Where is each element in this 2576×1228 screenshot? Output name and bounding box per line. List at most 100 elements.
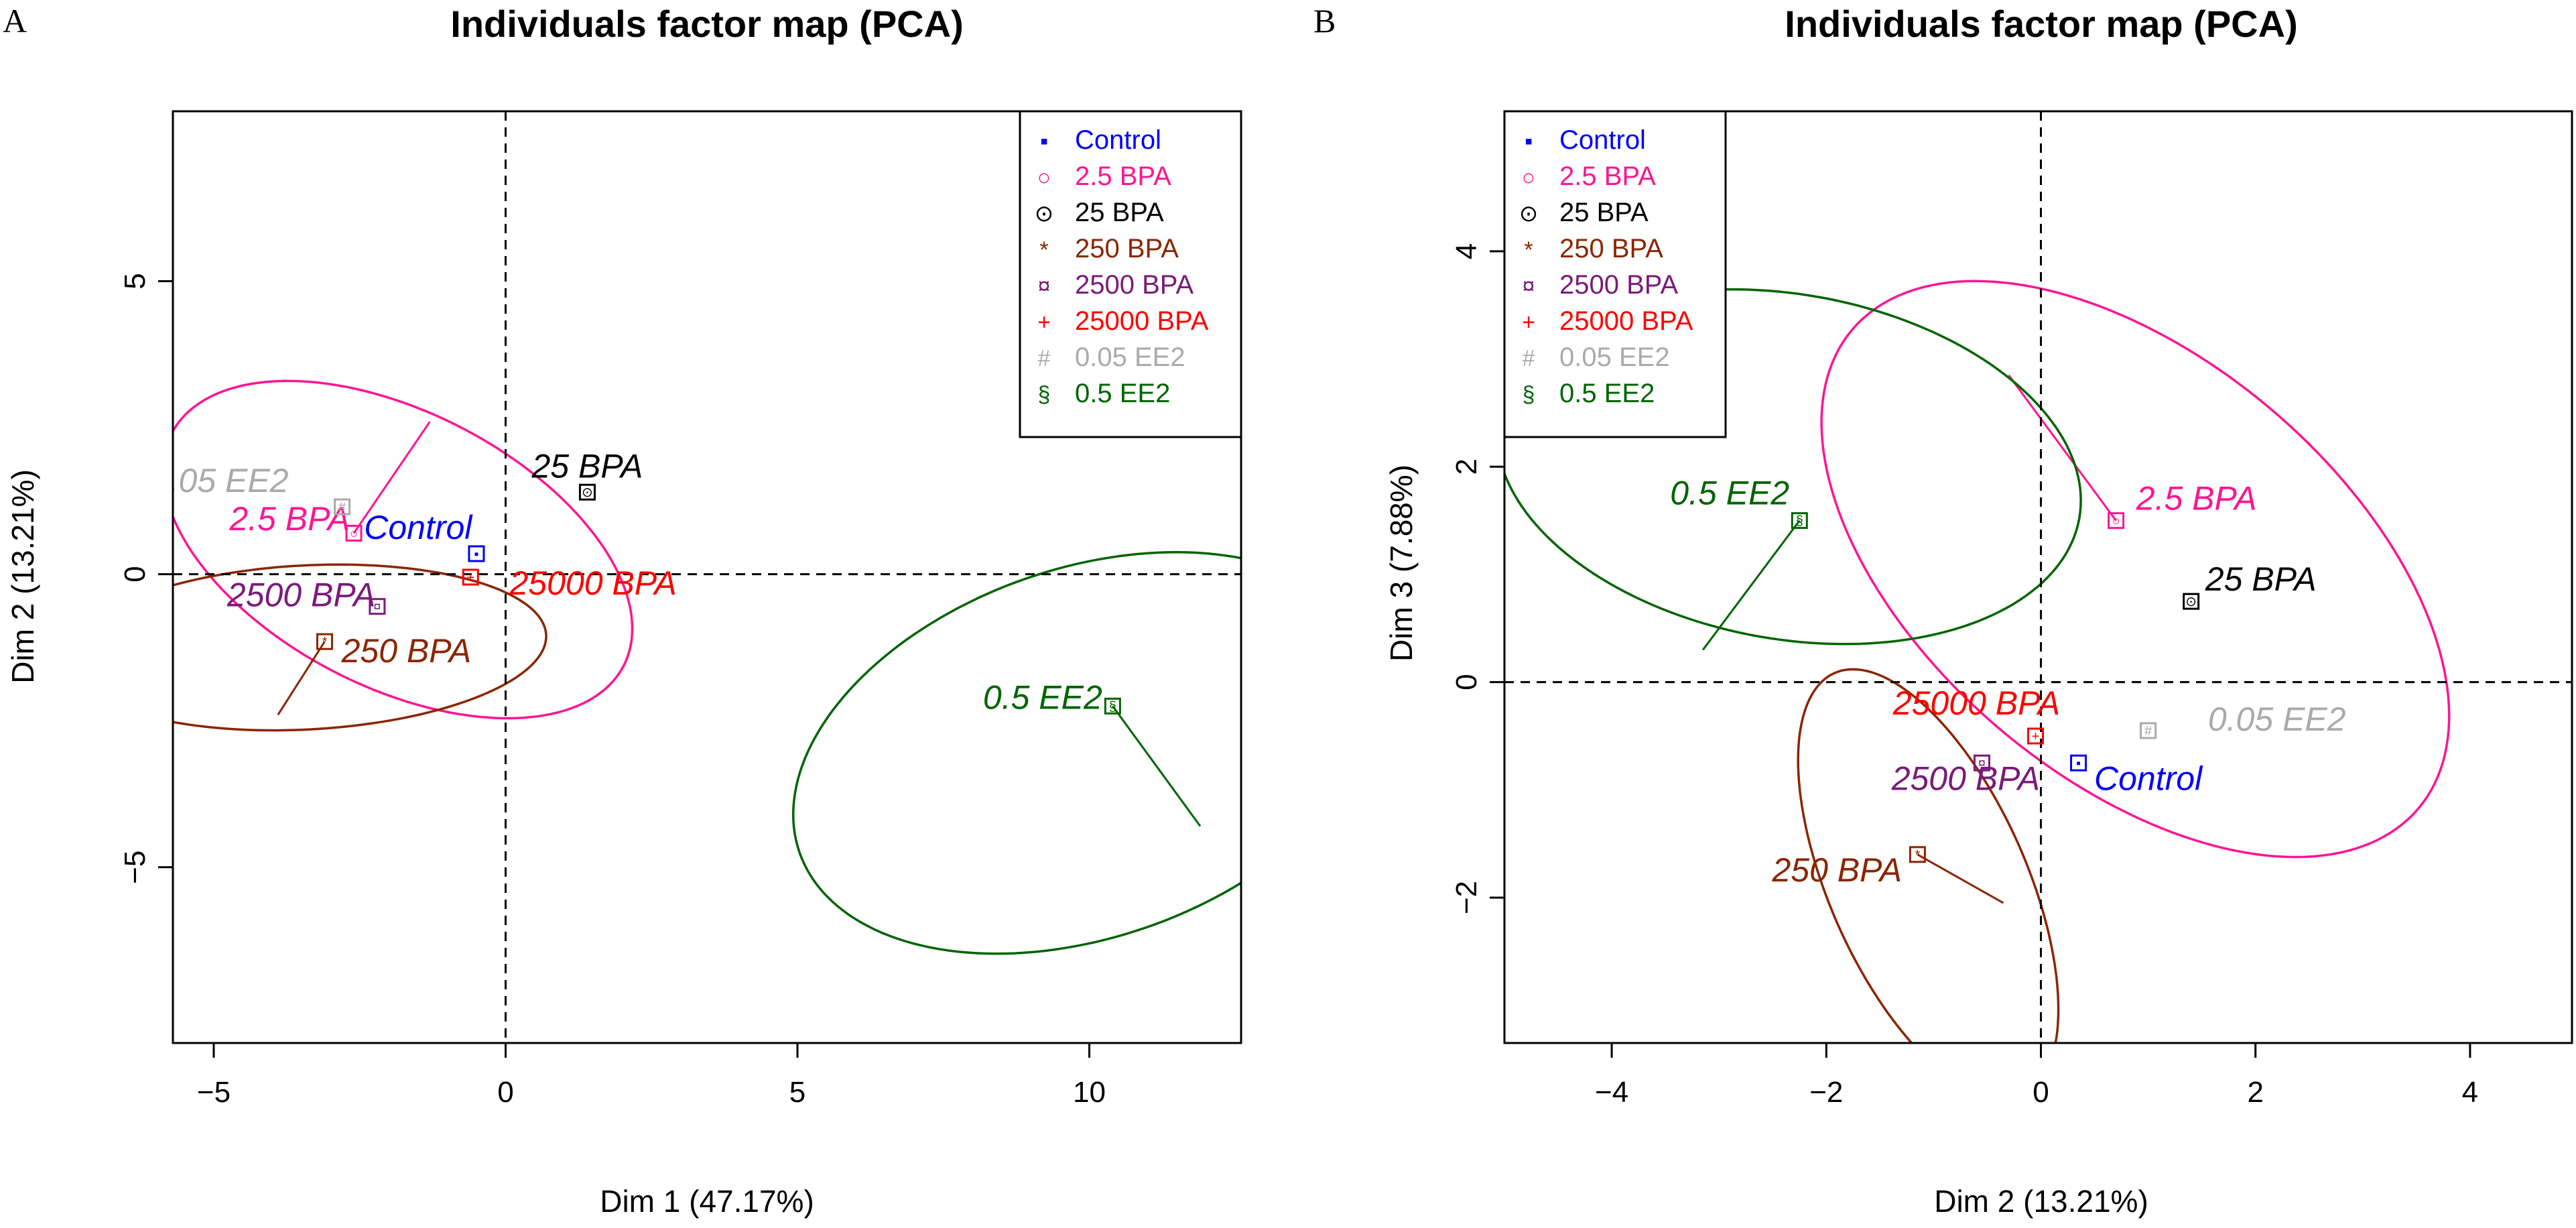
centroid-symbol: ⊙ <box>582 485 593 500</box>
legend-symbol: + <box>1037 310 1051 335</box>
centroid-symbol: # <box>338 500 346 515</box>
plot-area: ▪Control○2.5 BPA⊙25 BPA*250 BPA¤2500 BPA… <box>1504 111 2572 1043</box>
legend-symbol: ▪ <box>1040 129 1048 154</box>
centroid-symbol: + <box>466 570 474 585</box>
legend-symbol: ¤ <box>1523 273 1535 299</box>
group-label: 25000 BPA <box>509 564 677 602</box>
legend-symbol: ▪ <box>1525 129 1533 154</box>
panel-a-xlabel: Dim 1 (47.17%) <box>600 1184 814 1219</box>
legend-entry: 250 BPA <box>1075 234 1179 263</box>
confidence-ellipse <box>1504 288 2082 646</box>
group-label: 0.5 EE2 <box>983 679 1102 717</box>
x-tick-label: 4 <box>2462 1076 2478 1109</box>
y-tick-label: 4 <box>1450 243 1483 259</box>
confidence-ellipse <box>791 551 1241 955</box>
plot-frame <box>1503 110 2573 1044</box>
ellipse-axis-line <box>1112 705 1202 827</box>
panel-letter-a: A <box>3 2 27 40</box>
panel-b-title: Individuals factor map (PCA) <box>1785 3 2297 45</box>
group-label: 25 BPA <box>2205 560 2317 598</box>
centroid-symbol: ○ <box>2112 514 2120 529</box>
centroid-symbol: ○ <box>350 526 358 541</box>
group-label: 2.5 BPA <box>2136 480 2257 517</box>
legend-entry: Control <box>1075 125 1161 155</box>
x-tick-label: −2 <box>1809 1076 1843 1109</box>
group-label: 0.5 EE2 <box>1670 475 1789 512</box>
centroid-point <box>369 598 386 615</box>
group-label: Control <box>364 509 473 546</box>
centroid-point <box>2108 512 2125 530</box>
plot-frame <box>172 110 1242 1044</box>
ellipse-axis-line <box>2008 374 2117 521</box>
ellipse-axis-line <box>352 421 431 534</box>
centroid-symbol: * <box>322 635 328 650</box>
group-label: 0.05 EE2 <box>2208 700 2346 738</box>
legend-symbol: ○ <box>1522 165 1536 190</box>
centroid-symbol: # <box>2144 724 2152 739</box>
ellipse-axis-line <box>1917 853 2004 904</box>
legend-symbol: ○ <box>1037 165 1051 190</box>
panel-b-plot: ▪ Control○2.5 BPA⊙25 BPA*250 BPA¤2500 BPA… <box>1450 110 2573 1109</box>
centroid-point <box>345 524 363 542</box>
centroid-point <box>578 483 596 501</box>
group-label: 2500 BPA <box>1891 759 2040 797</box>
confidence-ellipse <box>173 563 548 732</box>
x-tick-label: 0 <box>2033 1076 2049 1109</box>
legend-entry: 0.05 EE2 <box>1075 343 1185 372</box>
ellipse-axis-line <box>1701 519 1801 651</box>
centroid-point <box>2183 593 2200 610</box>
legend-entry: 25 BPA <box>1075 198 1164 227</box>
legend-symbol: § <box>1523 382 1535 408</box>
panel-b: B Individuals factor map (PCA) ▪ Control ○… <box>1313 2 2573 1219</box>
x-tick-label: 10 <box>1073 1076 1106 1109</box>
group-label: 25000 BPA <box>1892 684 2060 722</box>
legend-symbol: ¤ <box>1038 273 1051 299</box>
x-tick-label: −5 <box>197 1076 231 1109</box>
confidence-ellipse <box>1797 668 2060 1043</box>
y-tick-label: 0 <box>119 566 151 582</box>
centroid-point <box>2140 722 2157 739</box>
group-label: 250 BPA <box>1771 851 1902 889</box>
centroid-point <box>1791 512 1808 530</box>
group-label: 0.05 EE2 <box>151 462 289 499</box>
legend-entry: 25 BPA <box>1559 198 1649 227</box>
legend-symbol: + <box>1522 310 1535 335</box>
centroid-symbol: § <box>1796 514 1803 529</box>
group-label: 2500 BPA <box>227 576 375 614</box>
centroid-symbol: ¤ <box>1978 756 1986 771</box>
centroid-point <box>468 545 485 562</box>
panel-letter-b: B <box>1313 2 1336 40</box>
centroid-point <box>316 633 333 650</box>
legend-entry: 250 BPA <box>1559 234 1663 263</box>
y-tick-label: −5 <box>119 851 151 884</box>
centroid-point <box>1909 846 1926 863</box>
centroid-symbol: § <box>1109 699 1116 714</box>
legend-entry: 25000 BPA <box>1559 306 1693 336</box>
y-tick-label: −2 <box>1450 881 1483 914</box>
centroid-point <box>2026 727 2044 745</box>
group-label: 25 BPA <box>531 447 643 485</box>
panel-a-title: Individuals factor map (PCA) <box>450 3 963 45</box>
centroid-symbol: ▪ <box>2076 756 2081 771</box>
legend-entry: 0.05 EE2 <box>1559 343 1670 372</box>
x-tick-label: 5 <box>789 1076 806 1109</box>
legend-entry: 2.5 BPA <box>1559 162 1656 191</box>
legend-entry: 0.5 EE2 <box>1559 379 1655 408</box>
panel-a-ylabel: Dim 2 (13.21%) <box>5 469 40 684</box>
legend-box <box>1019 110 1242 438</box>
legend-symbol: ⊙ <box>1035 201 1054 227</box>
x-tick-label: −4 <box>1595 1076 1628 1109</box>
legend-entry: 2500 BPA <box>1559 270 1678 300</box>
x-tick-label: 2 <box>2247 1076 2263 1109</box>
centroid-symbol: * <box>1915 848 1920 863</box>
panel-b-xlabel: Dim 2 (13.21%) <box>1934 1184 2148 1219</box>
centroid-symbol: ⊙ <box>2185 595 2197 609</box>
panel-b-ylabel: Dim 3 (7.88%) <box>1384 465 1419 662</box>
legend-entry: Control <box>1559 125 1646 155</box>
x-tick-label: 0 <box>497 1076 513 1109</box>
confidence-ellipse <box>173 379 634 720</box>
centroid-symbol: + <box>2032 729 2040 744</box>
centroid-symbol: ¤ <box>373 600 381 615</box>
legend-box <box>1503 110 1727 438</box>
